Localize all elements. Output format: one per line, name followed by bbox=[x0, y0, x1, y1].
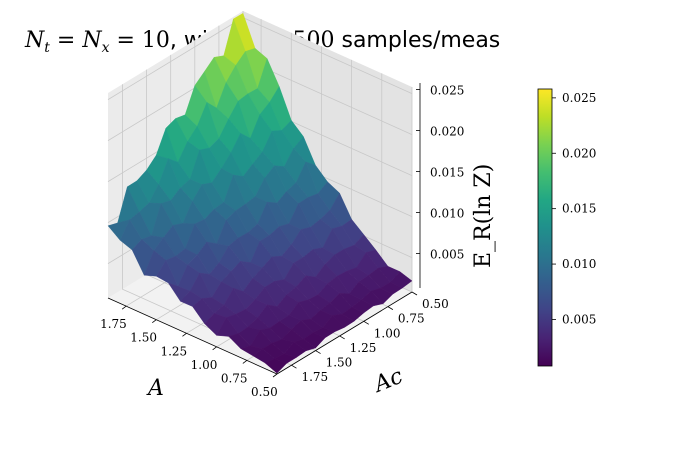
ac-tick-label: 0.75 bbox=[398, 312, 425, 326]
z-axis-label: E_R(ln Z) bbox=[471, 164, 496, 268]
z-tick-label: 0.020 bbox=[430, 125, 464, 139]
colorbar-tick-label: 0.020 bbox=[562, 146, 596, 160]
a-axis-line bbox=[107, 297, 278, 375]
a-tick-mark bbox=[212, 346, 217, 351]
colorbar: 0.005 0.010 0.015 0.020 0.025 bbox=[537, 88, 596, 367]
colorbar-tick-label: 0.015 bbox=[562, 202, 596, 216]
a-tick-label: 0.75 bbox=[221, 371, 248, 385]
a-tick-mark bbox=[152, 319, 157, 324]
colorbar-tick-label: 0.010 bbox=[562, 257, 596, 271]
surface-mesh bbox=[107, 13, 413, 374]
ac-tick-label: 1.50 bbox=[326, 356, 353, 370]
a-tick-label: 1.25 bbox=[160, 344, 187, 358]
a-axis-label: A bbox=[146, 376, 164, 401]
a-tick-label: 1.50 bbox=[130, 331, 157, 345]
colorbar-tick-label: 0.025 bbox=[562, 91, 596, 105]
a-tick-mark bbox=[121, 305, 127, 310]
z-tick-label: 0.025 bbox=[430, 84, 464, 98]
colorbar-tick-label: 0.005 bbox=[562, 312, 596, 326]
colorbar-bar bbox=[537, 88, 553, 367]
ac-tick-mark bbox=[339, 335, 345, 340]
ac-tick-label: 0.50 bbox=[422, 297, 449, 311]
a-tick-mark bbox=[182, 332, 187, 337]
ac-tick-mark bbox=[315, 350, 321, 354]
z-tick-label: 0.010 bbox=[430, 207, 464, 221]
z-tick-label: 0.005 bbox=[430, 248, 464, 262]
ac-tick-label: 1.00 bbox=[374, 326, 401, 340]
a-tick-label: 1.75 bbox=[100, 317, 127, 331]
a-tick-label: 1.00 bbox=[191, 358, 218, 372]
z-tick-label: 0.015 bbox=[430, 166, 464, 180]
ac-axis-label: Ac bbox=[369, 364, 406, 398]
ac-tick-mark bbox=[291, 364, 297, 369]
a-tick-mark bbox=[242, 360, 248, 364]
a-tick-mark bbox=[272, 373, 278, 378]
ac-tick-mark bbox=[363, 320, 369, 325]
ac-tick-label: 1.25 bbox=[350, 341, 377, 355]
ac-tick-label: 1.75 bbox=[301, 370, 328, 384]
ac-axis-line bbox=[276, 291, 413, 375]
a-tick-label: 0.50 bbox=[251, 385, 278, 399]
axes: 0.500.751.001.251.501.750.500.751.001.25… bbox=[100, 83, 496, 401]
ac-tick-mark bbox=[387, 306, 394, 310]
ac-tick-mark bbox=[411, 291, 418, 296]
surface-facet bbox=[264, 358, 287, 374]
